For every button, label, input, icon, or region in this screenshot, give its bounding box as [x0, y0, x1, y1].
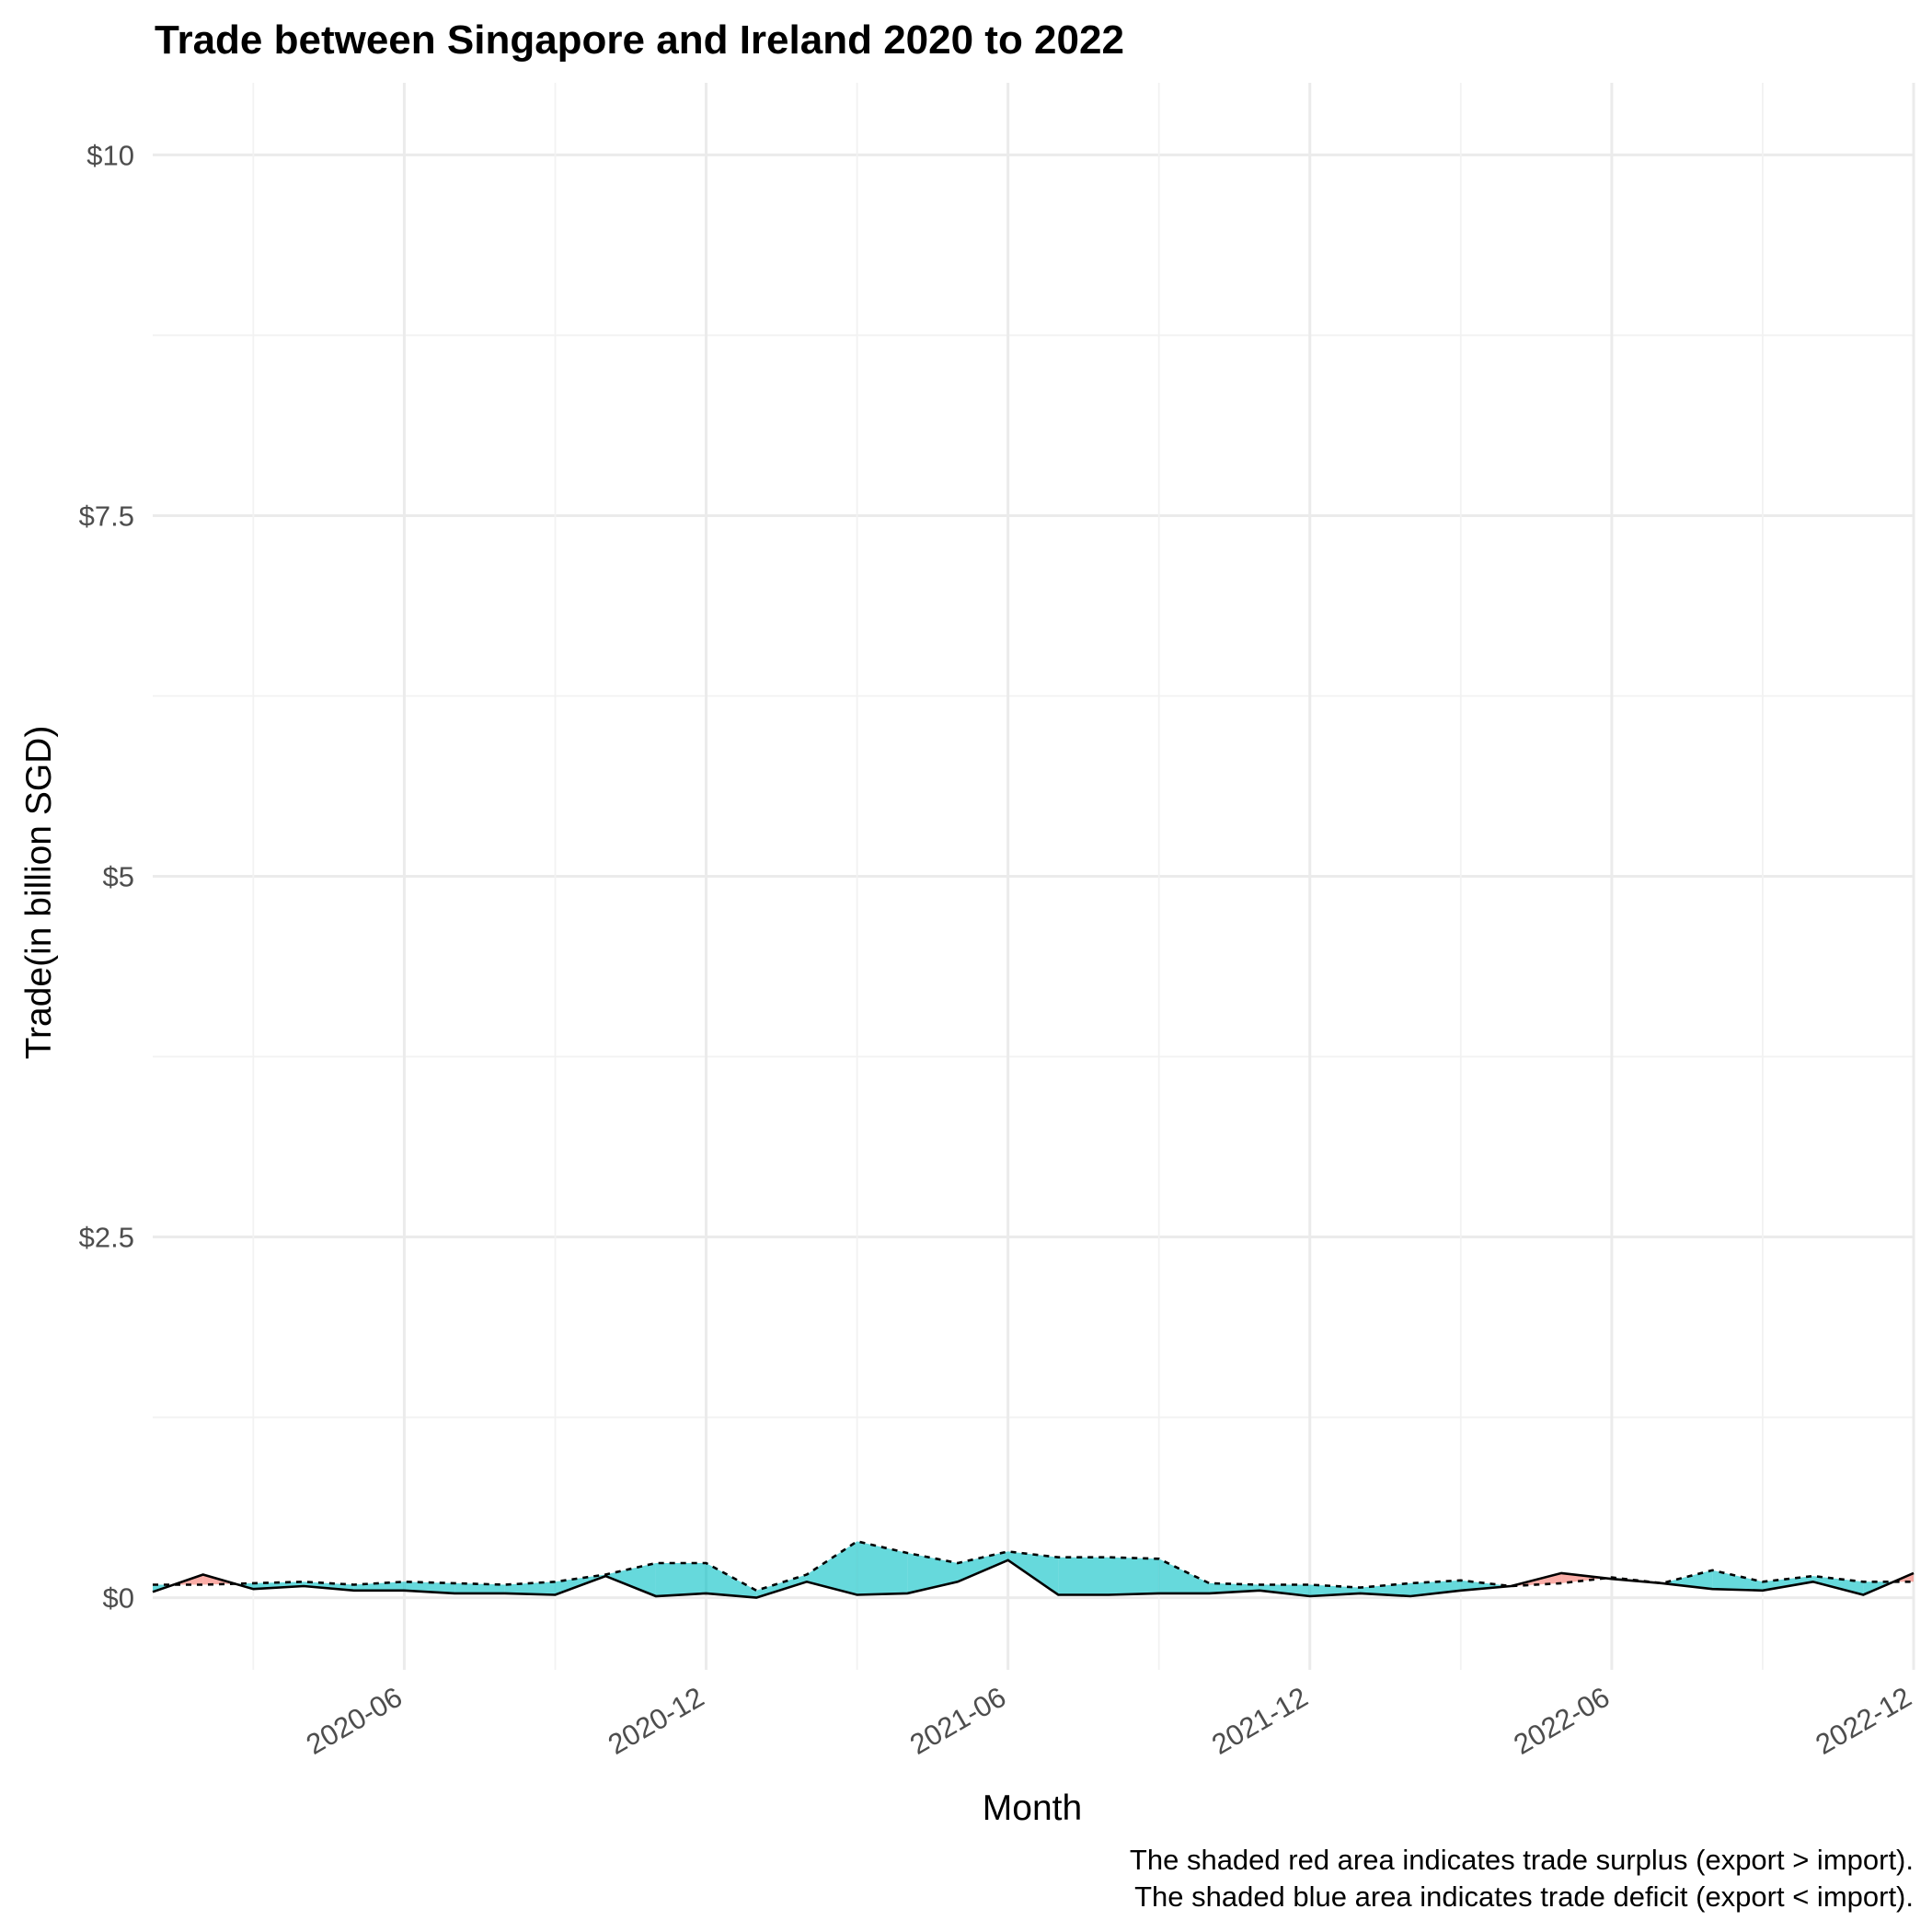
deficit-area: [907, 1553, 958, 1593]
x-tick-label: 2022-12: [1810, 1681, 1916, 1761]
grid: [153, 83, 1915, 1670]
y-axis-ticks: $0 $2.5 $5 $7.5 $10: [79, 139, 134, 1614]
deficit-area: [1460, 1580, 1512, 1591]
x-tick-label: 2020-12: [603, 1681, 709, 1761]
import-line: [153, 1540, 1914, 1593]
y-tick-label: $5: [103, 861, 134, 893]
deficit-area: [454, 1582, 505, 1593]
series-lines: [152, 1540, 1915, 1599]
deficit-area: [1109, 1557, 1159, 1595]
deficit-area: [353, 1581, 405, 1591]
deficit-area: [1007, 1551, 1059, 1595]
y-tick-label: $10: [86, 139, 134, 171]
y-tick-label: $0: [103, 1582, 134, 1615]
deficit-area: [1762, 1576, 1813, 1591]
chart-title: Trade between Singapore and Ireland 2020…: [155, 17, 1124, 63]
x-tick-label: 2021-12: [1206, 1681, 1313, 1761]
x-axis-ticks: 2020-06 2020-12 2021-06 2021-12 2022-06 2022-…: [301, 1681, 1917, 1761]
deficit-area: [1158, 1558, 1210, 1593]
y-axis-title: Trade(in billion SGD): [19, 726, 59, 1060]
deficit-area: [655, 1563, 707, 1596]
difference-fill: [153, 1541, 1914, 1598]
deficit-area: [1259, 1584, 1310, 1596]
deficit-area: [605, 1563, 656, 1596]
x-tick-label: 2020-06: [301, 1681, 408, 1761]
deficit-area: [806, 1541, 857, 1595]
deficit-area: [857, 1541, 908, 1595]
y-tick-label: $2.5: [79, 1222, 134, 1254]
caption-line-2: The shaded blue area indicates trade def…: [1134, 1880, 1914, 1913]
x-tick-label: 2021-06: [904, 1681, 1011, 1761]
caption-line-1: The shaded red area indicates trade surp…: [1130, 1844, 1914, 1876]
deficit-area: [756, 1574, 807, 1598]
deficit-area: [1410, 1580, 1461, 1596]
deficit-area: [958, 1551, 1008, 1582]
deficit-area: [706, 1563, 757, 1598]
surplus-area: [1561, 1572, 1605, 1583]
export-line: [152, 1558, 1915, 1599]
x-axis-title: Month: [983, 1788, 1082, 1828]
deficit-area: [1712, 1570, 1763, 1591]
deficit-area: [1058, 1557, 1109, 1595]
x-tick-label: 2022-06: [1508, 1681, 1615, 1761]
y-tick-label: $7.5: [79, 500, 134, 532]
